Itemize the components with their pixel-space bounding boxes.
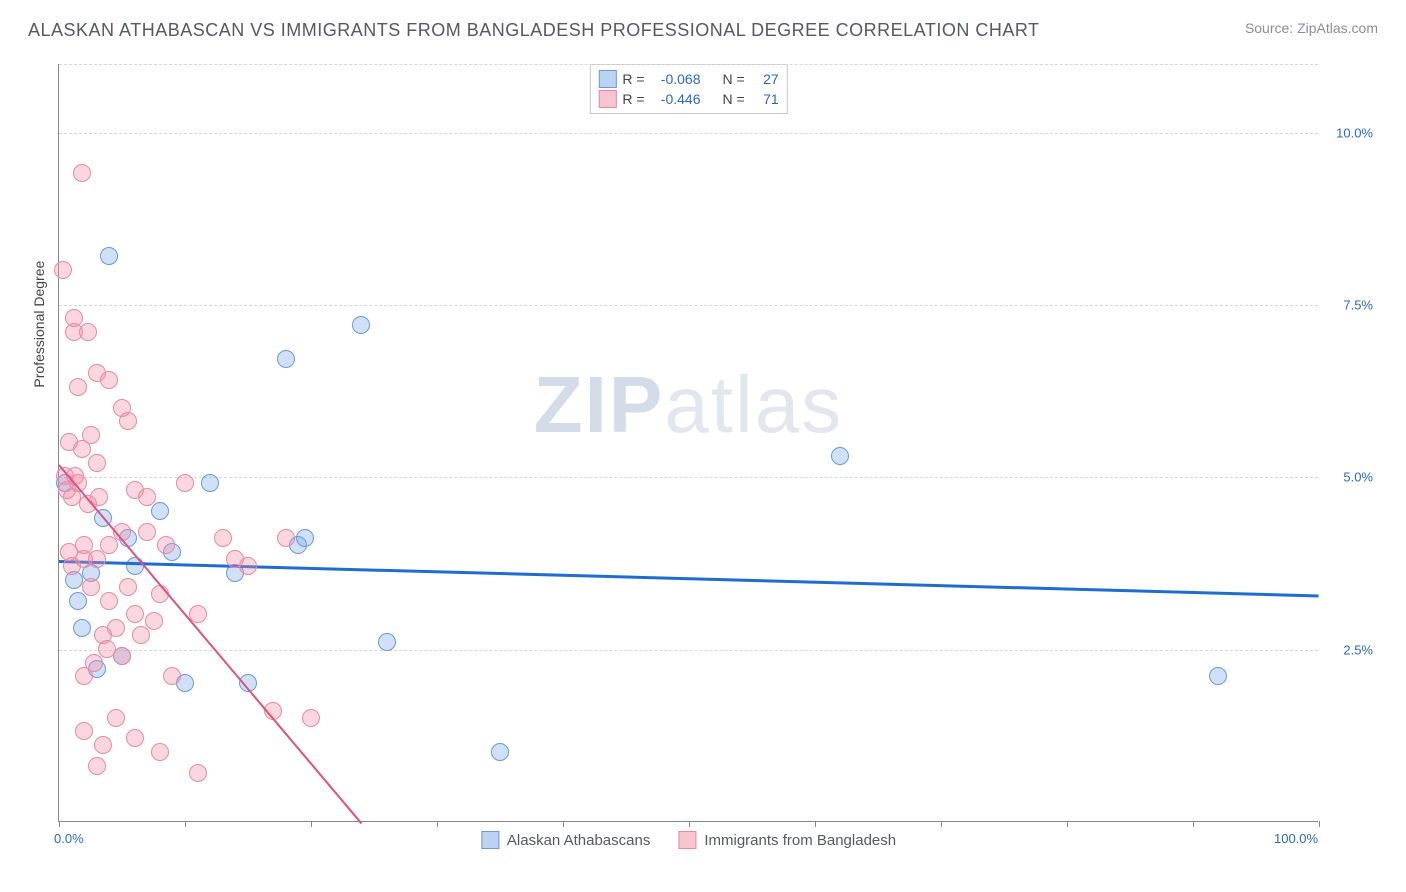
data-point	[157, 536, 175, 554]
data-point	[189, 764, 207, 782]
chart-header: ALASKAN ATHABASCAN VS IMMIGRANTS FROM BA…	[0, 0, 1406, 49]
legend-swatch	[678, 831, 696, 849]
gridline	[59, 477, 1318, 478]
legend-swatch	[598, 70, 616, 88]
data-point	[239, 557, 257, 575]
y-tick-label: 7.5%	[1343, 298, 1373, 313]
n-label: N =	[723, 91, 745, 107]
y-axis-label: Professional Degree	[31, 260, 47, 387]
gridline	[59, 305, 1318, 306]
x-tick	[1193, 821, 1194, 827]
data-point	[163, 667, 181, 685]
legend-label: Alaskan Athabascans	[507, 832, 650, 849]
data-point	[107, 619, 125, 637]
legend-stat-row: R = -0.068 N = 27	[598, 69, 778, 89]
data-point	[126, 729, 144, 747]
data-point	[1209, 667, 1227, 685]
r-value: -0.446	[651, 91, 701, 107]
data-point	[352, 316, 370, 334]
n-label: N =	[723, 71, 745, 87]
x-tick	[185, 821, 186, 827]
x-tick	[311, 821, 312, 827]
data-point	[73, 619, 91, 637]
data-point	[151, 502, 169, 520]
data-point	[214, 529, 232, 547]
y-tick-label: 10.0%	[1336, 125, 1373, 140]
watermark-bold: ZIP	[534, 360, 664, 449]
x-tick	[689, 821, 690, 827]
data-point	[88, 757, 106, 775]
legend-swatch	[481, 831, 499, 849]
legend-stats: R = -0.068 N = 27 R = -0.446 N = 71	[589, 64, 787, 114]
chart-source: Source: ZipAtlas.com	[1245, 20, 1378, 36]
legend-item: Alaskan Athabascans	[481, 831, 650, 849]
r-label: R =	[622, 91, 644, 107]
data-point	[79, 323, 97, 341]
data-point	[88, 550, 106, 568]
x-tick	[563, 821, 564, 827]
data-point	[378, 633, 396, 651]
x-tick	[1067, 821, 1068, 827]
legend-stat-row: R = -0.446 N = 71	[598, 89, 778, 109]
n-value: 27	[751, 71, 779, 87]
data-point	[113, 647, 131, 665]
data-point	[75, 722, 93, 740]
data-point	[145, 612, 163, 630]
plot-area: Professional Degree ZIPatlas R =-0.068N …	[58, 64, 1318, 822]
data-point	[69, 378, 87, 396]
chart-title: ALASKAN ATHABASCAN VS IMMIGRANTS FROM BA…	[28, 20, 1040, 41]
data-point	[151, 743, 169, 761]
data-point	[100, 371, 118, 389]
r-label: R =	[622, 71, 644, 87]
x-tick	[1319, 821, 1320, 827]
data-point	[132, 626, 150, 644]
gridline	[59, 133, 1318, 134]
data-point	[491, 743, 509, 761]
legend-swatch	[598, 90, 616, 108]
x-tick-label: 0.0%	[54, 831, 84, 846]
data-point	[302, 709, 320, 727]
y-tick-label: 2.5%	[1343, 642, 1373, 657]
x-tick	[59, 821, 60, 827]
data-point	[107, 709, 125, 727]
x-tick	[941, 821, 942, 827]
data-point	[201, 474, 219, 492]
data-point	[73, 164, 91, 182]
gridline	[59, 650, 1318, 651]
x-tick	[437, 821, 438, 827]
data-point	[100, 592, 118, 610]
data-point	[277, 529, 295, 547]
legend-item: Immigrants from Bangladesh	[678, 831, 896, 849]
data-point	[119, 578, 137, 596]
data-point	[119, 412, 137, 430]
watermark: ZIPatlas	[534, 359, 843, 451]
data-point	[138, 488, 156, 506]
data-point	[82, 578, 100, 596]
data-point	[296, 529, 314, 547]
gridline	[59, 64, 1318, 65]
x-tick-label: 100.0%	[1274, 831, 1318, 846]
x-tick	[815, 821, 816, 827]
y-tick-label: 5.0%	[1343, 470, 1373, 485]
data-point	[100, 247, 118, 265]
r-value: -0.068	[651, 71, 701, 87]
n-value: 71	[751, 91, 779, 107]
data-point	[54, 261, 72, 279]
data-point	[94, 736, 112, 754]
data-point	[100, 536, 118, 554]
data-point	[88, 454, 106, 472]
data-point	[69, 592, 87, 610]
data-point	[138, 523, 156, 541]
legend-label: Immigrants from Bangladesh	[704, 832, 896, 849]
legend-series: Alaskan Athabascans Immigrants from Bangl…	[481, 831, 896, 849]
data-point	[831, 447, 849, 465]
chart-container: Professional Degree ZIPatlas R = -0.068 N …	[28, 54, 1378, 872]
data-point	[82, 426, 100, 444]
data-point	[126, 605, 144, 623]
data-point	[176, 474, 194, 492]
watermark-light: atlas	[664, 360, 843, 449]
data-point	[85, 654, 103, 672]
data-point	[277, 350, 295, 368]
